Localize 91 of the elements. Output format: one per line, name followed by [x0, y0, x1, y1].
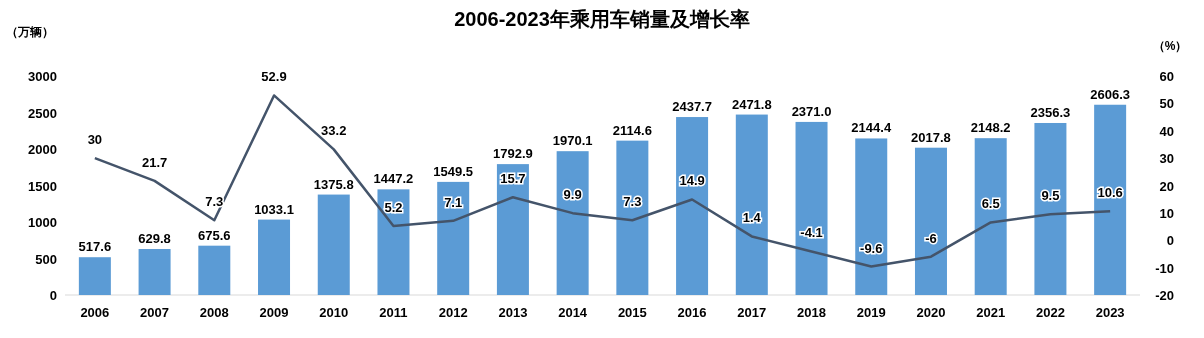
x-tick-label: 2010 — [319, 305, 349, 320]
y2-tick-label: 30 — [1159, 151, 1174, 167]
x-tick-label: 2013 — [498, 305, 528, 320]
data-label: 2606.3 — [1090, 86, 1131, 102]
bar — [1034, 122, 1067, 295]
data-label: 21.7 — [141, 154, 168, 170]
data-label: 2144.4 — [851, 120, 892, 136]
bar — [377, 189, 410, 295]
bar — [914, 147, 947, 295]
data-label: 2356.3 — [1030, 104, 1071, 120]
bar — [795, 121, 828, 295]
x-tick-label: 2007 — [140, 305, 170, 320]
bar — [78, 257, 111, 295]
x-tick-label: 2022 — [1035, 305, 1065, 320]
y2-tick-label: 20 — [1159, 178, 1174, 194]
data-label: 2017.8 — [911, 129, 951, 145]
data-label: 517.6 — [78, 239, 112, 255]
y-tick-label: 1000 — [28, 215, 57, 230]
data-label: 2371.0 — [791, 103, 832, 119]
y2-tick-label: 60 — [1159, 69, 1174, 84]
bar — [496, 164, 529, 295]
y2-tick-label: -20 — [1155, 288, 1174, 303]
data-label: 9.5 — [1041, 188, 1060, 204]
data-label: 9.9 — [563, 187, 582, 203]
x-tick-label: 2011 — [379, 305, 408, 320]
y-tick-label: 3000 — [28, 69, 57, 84]
x-tick-label: 2021 — [976, 305, 1006, 320]
data-label: 629.8 — [138, 231, 171, 247]
y2-tick-label: -10 — [1155, 260, 1174, 276]
bar — [1094, 104, 1127, 295]
x-tick-label: 2008 — [199, 305, 229, 320]
data-label: 15.7 — [500, 171, 526, 187]
y2-axis-title: （%） — [1152, 39, 1188, 53]
data-label: 1970.1 — [552, 133, 593, 149]
data-label: 1.4 — [742, 210, 762, 226]
chart-title: 2006-2023年乘用车销量及增长率 — [454, 8, 750, 30]
data-label: 7.3 — [623, 194, 642, 210]
y-tick-label: 0 — [49, 288, 57, 303]
bar — [855, 138, 888, 295]
data-label: 5.2 — [384, 200, 403, 216]
y-tick-label: 2500 — [28, 105, 57, 121]
x-tick-label: 2016 — [677, 305, 707, 320]
data-label: -4.1 — [800, 225, 823, 241]
y-tick-label: 500 — [35, 251, 57, 267]
y-tick-label: 2000 — [28, 142, 57, 157]
y-axis-title: （万辆） — [6, 25, 54, 39]
data-label: 1447.2 — [373, 171, 414, 187]
data-label: 52.9 — [261, 69, 287, 85]
y2-tick-label: 0 — [1166, 233, 1174, 249]
bar — [258, 219, 291, 295]
data-label: 2114.6 — [612, 122, 652, 138]
x-tick-label: 2014 — [558, 305, 588, 320]
data-label: 1549.5 — [433, 163, 474, 179]
bar — [616, 140, 649, 295]
data-label: -9.6 — [860, 240, 883, 256]
x-tick-label: 2019 — [856, 305, 886, 320]
data-label: 1033.1 — [254, 201, 294, 217]
data-label: -6 — [925, 230, 937, 246]
bar — [198, 245, 231, 295]
y-tick-label: 1500 — [28, 178, 57, 194]
y2-tick-label: 10 — [1159, 205, 1174, 221]
data-label: 1375.8 — [313, 176, 354, 192]
data-label: 1792.9 — [493, 146, 533, 162]
bar — [437, 181, 470, 295]
data-label: 675.6 — [198, 227, 231, 243]
data-label: 2437.7 — [672, 99, 712, 115]
x-tick-label: 2020 — [916, 305, 946, 320]
data-label: 2471.8 — [731, 96, 772, 112]
bar — [735, 114, 768, 295]
y2-tick-label: 50 — [1159, 96, 1174, 112]
x-tick-label: 2018 — [797, 305, 826, 320]
bar — [676, 117, 709, 295]
data-label: 14.9 — [679, 173, 705, 189]
y2-tick-label: 40 — [1159, 123, 1174, 139]
x-tick-label: 2006 — [80, 305, 110, 320]
bar — [138, 249, 171, 295]
bar — [556, 151, 589, 295]
data-label: 33.2 — [321, 123, 347, 139]
bar — [317, 194, 350, 295]
data-label: 6.5 — [981, 196, 1000, 212]
data-label: 7.3 — [205, 194, 224, 210]
x-tick-label: 2017 — [737, 305, 767, 320]
data-label: 7.1 — [444, 194, 463, 210]
x-tick-label: 2023 — [1095, 305, 1125, 320]
data-label: 2148.2 — [970, 120, 1011, 136]
bar — [974, 138, 1007, 295]
data-label: 10.6 — [1097, 185, 1123, 201]
data-label: 30 — [87, 132, 103, 148]
x-tick-label: 2015 — [617, 305, 647, 320]
x-tick-label: 2012 — [438, 305, 468, 320]
x-tick-label: 2009 — [259, 305, 289, 320]
